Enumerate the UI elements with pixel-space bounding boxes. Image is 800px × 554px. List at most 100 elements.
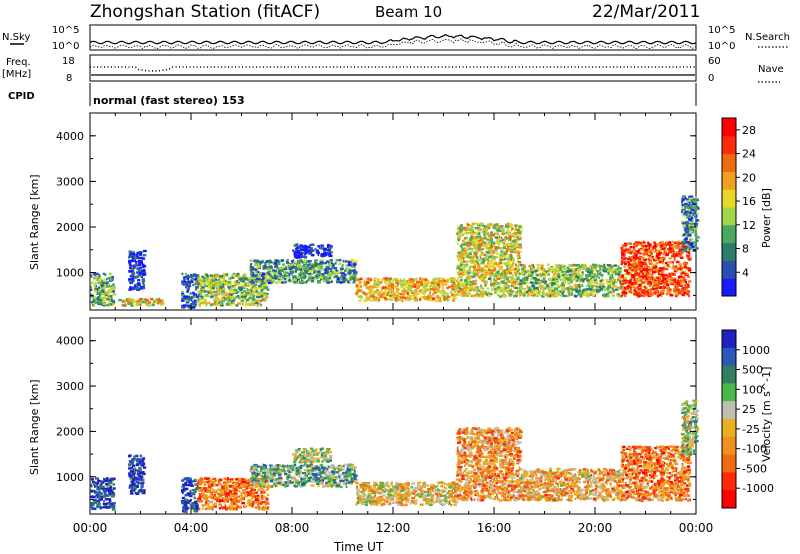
scatter-cell xyxy=(504,225,509,228)
scatter-cell xyxy=(638,258,641,261)
scatter-cell xyxy=(384,298,388,301)
scatter-cell xyxy=(579,275,584,278)
scatter-cell xyxy=(190,299,193,302)
scatter-cell xyxy=(236,272,240,276)
scatter-cell xyxy=(490,238,493,241)
scatter-cell xyxy=(185,282,188,286)
scatter-cell xyxy=(436,295,440,298)
scatter-cell xyxy=(236,280,239,283)
scatter-cell xyxy=(224,283,226,286)
scatter-cell xyxy=(106,297,110,300)
scatter-cell xyxy=(596,272,599,275)
scatter-cell xyxy=(349,281,351,284)
scatter-cell xyxy=(301,255,306,258)
scatter-cell xyxy=(647,241,649,244)
scatter-cell xyxy=(247,290,251,293)
scatter-cell xyxy=(451,279,456,282)
scatter-cell xyxy=(373,285,378,289)
scatter-cell xyxy=(481,224,484,227)
scatter-cell xyxy=(252,272,254,275)
scatter-cell xyxy=(239,279,242,282)
scatter-cell xyxy=(457,293,460,296)
scatter-cell xyxy=(577,279,580,282)
scatter-cell xyxy=(588,274,592,277)
scatter-cell xyxy=(432,285,436,288)
scatter-cell xyxy=(217,298,221,302)
scatter-cell xyxy=(585,288,590,291)
scatter-cell xyxy=(492,234,495,237)
scatter-cell xyxy=(574,283,579,287)
scatter-cell xyxy=(479,237,482,241)
scatter-cell xyxy=(324,269,327,272)
scatter-cell xyxy=(208,279,211,282)
scatter-cell xyxy=(186,288,190,291)
scatter-cell xyxy=(335,269,339,273)
scatter-cell xyxy=(602,266,606,269)
scatter-cell xyxy=(215,285,220,289)
scatter-cell xyxy=(623,289,627,292)
scatter-cell xyxy=(618,268,623,271)
scatter-cell xyxy=(271,281,274,284)
scatter-cell xyxy=(482,258,486,261)
scatter-cell xyxy=(665,261,668,265)
scatter-cell xyxy=(600,286,603,289)
scatter-cell xyxy=(482,274,486,277)
scatter-cell xyxy=(653,250,658,253)
scatter-cell xyxy=(515,250,519,254)
scatter-cell xyxy=(634,290,637,293)
scatter-cell xyxy=(477,242,482,246)
scatter-cell xyxy=(326,252,330,255)
scatter-cell xyxy=(510,263,514,267)
scatter-cell xyxy=(456,232,459,235)
scatter-cell xyxy=(488,261,492,264)
scatter-cell xyxy=(184,276,188,279)
scatter-cell xyxy=(497,287,502,290)
scatter-cell xyxy=(96,296,100,299)
scatter-cell xyxy=(364,293,368,296)
scatter-cell xyxy=(583,265,588,268)
scatter-cell xyxy=(536,274,539,277)
scatter-cell xyxy=(572,264,577,267)
scatter-cell xyxy=(181,305,183,308)
scatter-cell xyxy=(461,266,464,270)
scatter-cell xyxy=(470,265,473,268)
scatter-cell xyxy=(534,269,538,273)
scatter-cell xyxy=(577,284,580,287)
scatter-cell xyxy=(408,298,411,302)
scatter-cell xyxy=(280,268,283,271)
scatter-cell xyxy=(461,272,463,275)
scatter-cell xyxy=(283,274,287,277)
scatter-cell xyxy=(461,269,465,272)
scatter-cell xyxy=(201,296,204,299)
scatter-cell xyxy=(302,245,305,248)
scatter-cell xyxy=(454,287,459,290)
scatter-cell xyxy=(139,266,142,270)
scatter-cell xyxy=(235,295,239,299)
scatter-cell xyxy=(547,294,552,298)
scatter-cell xyxy=(568,274,572,278)
scatter-cell xyxy=(112,301,116,304)
scatter-cell xyxy=(221,285,225,288)
scatter-cell xyxy=(465,231,468,235)
scatter-cell xyxy=(311,272,314,275)
cpid-label: CPID xyxy=(8,91,35,102)
scatter-cell xyxy=(501,253,504,256)
scatter-cell xyxy=(297,273,300,276)
scatter-cell xyxy=(140,261,143,265)
scatter-cell xyxy=(320,244,324,247)
scatter-cell xyxy=(335,275,339,278)
scatter-cell xyxy=(234,286,236,289)
scatter-cell xyxy=(260,304,263,307)
scatter-cell xyxy=(635,257,637,261)
scatter-cell xyxy=(213,293,218,297)
scatter-cell xyxy=(151,303,155,307)
scatter-cell xyxy=(317,253,320,256)
scatter-cell xyxy=(499,295,503,298)
scatter-cell xyxy=(494,247,499,250)
scatter-cell xyxy=(507,246,509,249)
scatter-cell xyxy=(415,286,420,290)
scatter-cell xyxy=(473,268,476,271)
scatter-cell xyxy=(306,265,310,269)
scatter-cell xyxy=(478,237,481,240)
